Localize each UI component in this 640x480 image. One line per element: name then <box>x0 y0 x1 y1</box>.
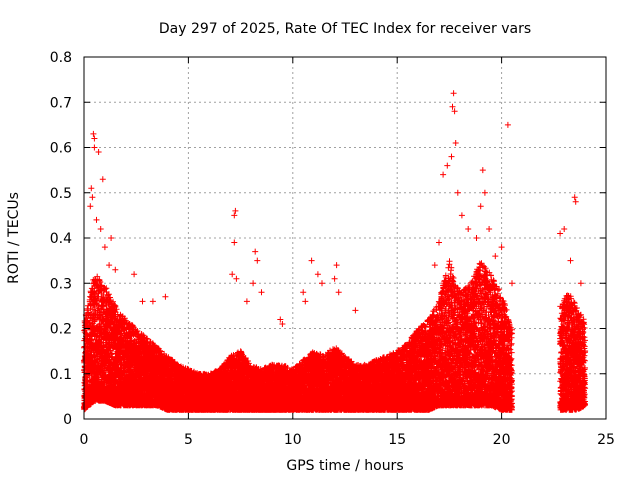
y-tick-label: 0.8 <box>50 50 72 66</box>
y-tick-label: 0.3 <box>50 276 72 292</box>
y-tick-label: 0.5 <box>50 186 72 202</box>
x-tick-label: 10 <box>284 432 302 448</box>
x-tick-label: 20 <box>493 432 511 448</box>
x-tick-label: 0 <box>80 432 89 448</box>
x-axis-label: GPS time / hours <box>286 458 403 474</box>
y-tick-label: 0.7 <box>50 95 72 111</box>
chart-title: Day 297 of 2025, Rate Of TEC Index for r… <box>159 21 531 37</box>
x-tick-label: 15 <box>388 432 406 448</box>
x-tick-label: 25 <box>597 432 615 448</box>
roti-scatter-points <box>81 90 589 413</box>
axis-ticks: 0 0.1 0.2 0.3 0.4 0.5 0.6 0.7 0.8 0 5 10 15 20 25 <box>50 50 615 448</box>
y-tick-label: 0.4 <box>50 231 72 247</box>
y-tick-label: 0.2 <box>50 322 72 338</box>
y-tick-label: 0 <box>63 412 72 428</box>
data-points <box>81 90 589 413</box>
y-axis-label: ROTI / TECUs <box>6 192 22 284</box>
x-tick-label: 5 <box>184 432 193 448</box>
y-tick-label: 0.6 <box>50 141 72 157</box>
y-tick-label: 0.1 <box>50 367 72 383</box>
